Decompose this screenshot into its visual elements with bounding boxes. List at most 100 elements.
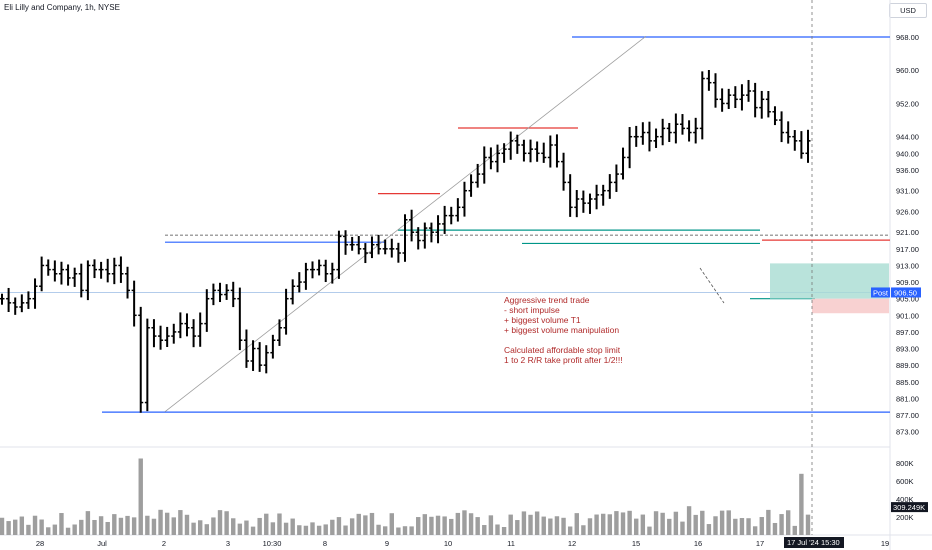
volume-bar [680, 521, 685, 535]
volume-bar [191, 522, 196, 535]
annotation-line: - short impulse [504, 305, 560, 315]
volume-bar [0, 517, 5, 535]
volume-bar [587, 518, 593, 535]
volume-bar [501, 527, 507, 535]
volume-bar [356, 513, 361, 535]
volume-bar [534, 511, 540, 535]
volume-bar [739, 518, 745, 535]
volume-bar [250, 526, 256, 535]
price-axis-tick: 917.00 [896, 245, 919, 254]
volume-bar [482, 525, 487, 535]
volume-bar [548, 518, 553, 535]
volume-bar [521, 511, 527, 535]
volume-bar [673, 511, 679, 535]
volume-bar [158, 509, 163, 535]
volume-bar [138, 458, 143, 535]
volume-bar [574, 513, 579, 535]
price-axis-tick: 960.00 [896, 66, 919, 75]
volume-bar [349, 518, 355, 535]
volume-bar [303, 525, 309, 535]
volume-bar [52, 524, 58, 535]
volume-bar [719, 510, 725, 535]
volume-bar [726, 510, 731, 535]
volume-bar [277, 513, 282, 535]
volume-bar [323, 524, 328, 535]
volume-bar [733, 518, 738, 535]
volume-bar [389, 513, 394, 535]
volume-bar [92, 519, 97, 535]
volume-bar [270, 522, 276, 535]
volume-bar [607, 514, 613, 535]
volume-bar [79, 519, 84, 535]
volume-bar [416, 517, 421, 535]
volume-bar [634, 518, 639, 535]
time-axis-tick: 8 [323, 539, 327, 548]
volume-bar [515, 520, 520, 535]
volume-bar [145, 515, 150, 535]
volume-bar [330, 519, 335, 535]
time-axis-tick: 9 [385, 539, 389, 548]
price-axis-tick: 968.00 [896, 33, 919, 42]
volume-bar [72, 524, 77, 535]
time-axis-tick: 16 [694, 539, 702, 548]
price-axis-tick: 873.00 [896, 428, 919, 437]
volume-bar [197, 520, 203, 535]
volume-value-tag: 309.249K [893, 503, 925, 512]
volume-bar [640, 514, 646, 535]
price-axis-tick: 889.00 [896, 361, 919, 370]
price-axis-tick: 936.00 [896, 166, 919, 175]
volume-bar [805, 514, 811, 535]
volume-bar [264, 513, 269, 535]
volume-bar [211, 517, 216, 535]
volume-bar [488, 515, 494, 535]
volume-bar [343, 525, 348, 535]
volume-bar [746, 518, 751, 535]
time-axis-tick: 3 [226, 539, 230, 548]
time-axis-tick: 12 [568, 539, 576, 548]
volume-bar [125, 515, 130, 535]
volume-bar [19, 516, 25, 535]
volume-bar [455, 512, 461, 535]
volume-bar [495, 524, 500, 535]
price-axis-tick: 893.00 [896, 345, 919, 354]
time-axis-tick: 10 [444, 539, 452, 548]
volume-axis-tick: 400K [896, 495, 914, 504]
volume-bar [297, 525, 302, 535]
volume-bar [105, 521, 110, 535]
volume-bar [310, 522, 315, 535]
volume-bar [653, 511, 659, 535]
time-axis-tick: 19 [881, 539, 889, 548]
volume-bar [204, 524, 210, 535]
annotation-line: Calculated affordable stop limit [504, 345, 621, 355]
volume-bar [567, 526, 573, 535]
volume-bar [594, 514, 599, 535]
price-axis-tick: 885.00 [896, 378, 919, 387]
volume-bar [713, 516, 718, 535]
volume-bar [171, 517, 176, 535]
volume-bar [217, 510, 223, 535]
volume-bar [600, 513, 606, 535]
volume-bar [118, 517, 124, 535]
dashed-arrow [699, 267, 725, 304]
volume-bar [224, 511, 229, 535]
volume-bar [184, 514, 190, 535]
volume-bar [85, 511, 91, 535]
volume-bar [627, 510, 632, 535]
volume-bar [13, 519, 18, 535]
volume-bar [290, 518, 295, 535]
volume-bar [382, 526, 388, 535]
price-axis-tick: 909.00 [896, 278, 919, 287]
volume-bar [435, 515, 441, 535]
volume-bar [693, 514, 698, 535]
price-axis-tick: 913.00 [896, 261, 919, 270]
time-axis-tick: Jul [97, 539, 107, 548]
volume-axis-tick: 200K [896, 513, 914, 522]
annotation-line [504, 335, 623, 345]
volume-bar [409, 526, 414, 535]
volume-bar [151, 518, 157, 535]
volume-bar [581, 525, 586, 535]
time-axis-tick: 2 [162, 539, 166, 548]
volume-bar [554, 516, 560, 535]
annotation-line: + biggest volume T1 [504, 315, 581, 325]
